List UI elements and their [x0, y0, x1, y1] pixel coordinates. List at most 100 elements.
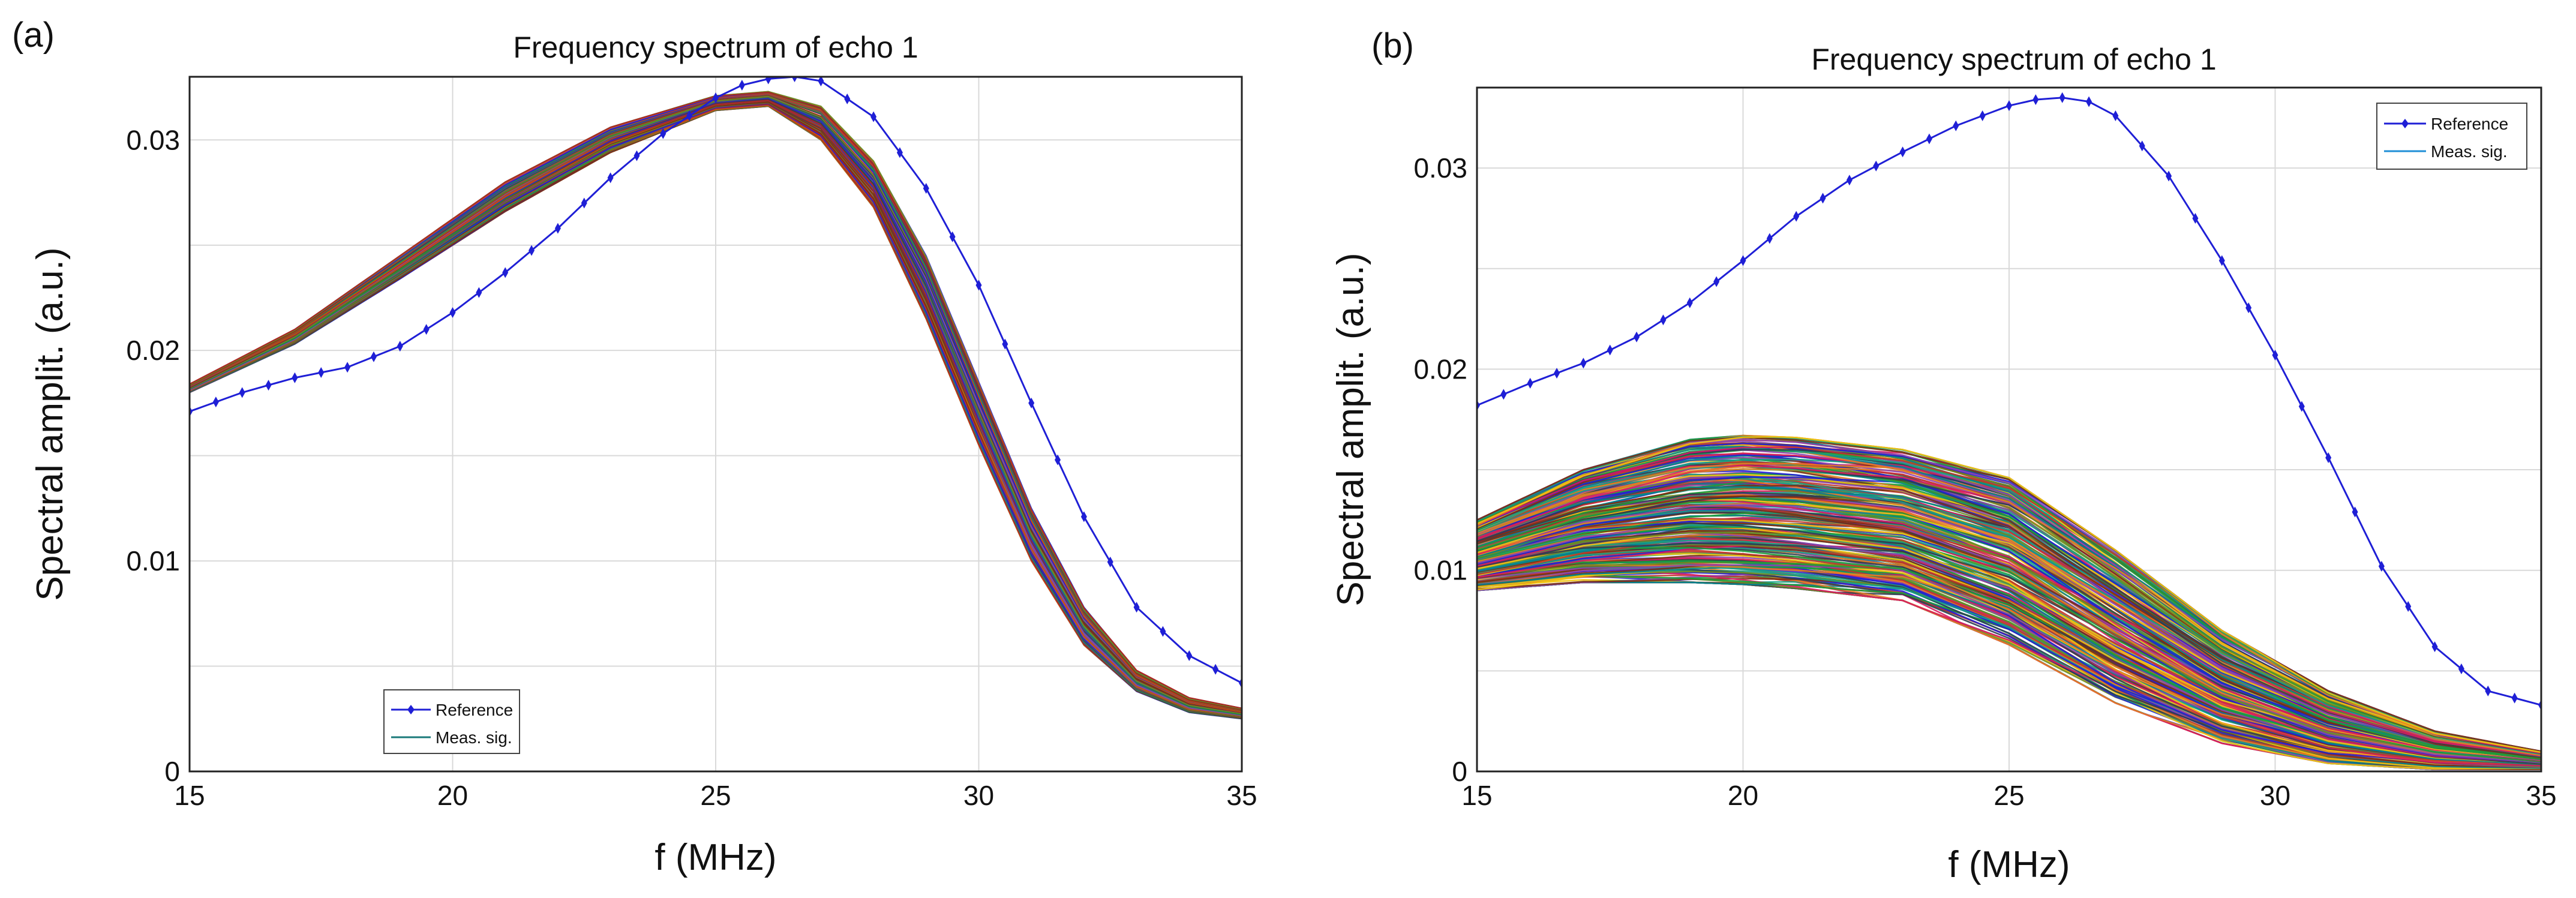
chart-a-reference-marker-33 [1055, 454, 1061, 465]
chart-a-reference-marker-8 [397, 341, 403, 352]
chart-b-x-ticks: 15 20 25 30 35 [1461, 780, 2556, 811]
chart-b-reference-marker-28 [2218, 255, 2225, 266]
chart-a-reference-marker-15 [581, 197, 587, 209]
chart-a-reference-marker-1 [212, 397, 219, 408]
chart-b-reference-marker-2 [1527, 377, 1533, 389]
chart-b-x-tick-30: 30 [2260, 780, 2290, 811]
chart-b-reference-marker-3 [1554, 368, 1560, 379]
chart-a-reference-marker-38 [1186, 650, 1193, 661]
chart-a-reference-marker-22 [765, 77, 771, 85]
chart-a-reference-marker-12 [502, 267, 509, 278]
chart-a-reference-marker-2 [239, 387, 245, 398]
chart-b-reference-marker-27 [2192, 212, 2199, 224]
chart-a-x-tick-25: 25 [700, 780, 731, 811]
chart-a-reference-marker-23 [791, 77, 798, 82]
chart-b-reference-marker-35 [2405, 601, 2412, 612]
chart-a-reference-marker-31 [1002, 338, 1008, 350]
chart-b-measured-line-258 [1477, 436, 2541, 752]
chart-a-reference-marker-21 [738, 80, 745, 91]
chart-a-reference-marker-19 [686, 110, 693, 121]
chart-b-reference-series [1477, 92, 2541, 711]
chart-a-reference-marker-3 [265, 380, 272, 391]
chart-b-reference-marker-11 [1766, 233, 1773, 244]
chart-a-reference-marker-30 [975, 280, 982, 291]
chart-b-reference-marker-30 [2272, 349, 2278, 361]
chart-a-reference-marker-26 [870, 111, 877, 122]
chart-b-reference-marker-5 [1607, 344, 1613, 356]
chart-b-reference-marker-9 [1713, 276, 1720, 287]
chart-a-reference-marker-18 [660, 128, 666, 139]
chart-b-reference-marker-26 [2166, 170, 2172, 182]
chart-a-reference-marker-6 [344, 362, 351, 373]
chart-b-reference-marker-13 [1820, 193, 1826, 204]
chart-b-legend-reference: Reference [2431, 115, 2508, 133]
chart-b-y-tick-1: 0.01 [1413, 555, 1467, 586]
chart-a-reference-marker-28 [923, 182, 929, 194]
chart-a-x-ticks: 15 20 25 30 35 [174, 780, 1257, 811]
chart-b-reference-marker-36 [2431, 641, 2438, 653]
chart-b-legend-reference-marker [2401, 119, 2409, 128]
chart-a-reference-marker-32 [1028, 397, 1035, 409]
chart-b-reference-marker-12 [1793, 211, 1800, 222]
chart-a-y-tick-2: 0.02 [126, 335, 180, 366]
panel-b-label: (b) [1371, 26, 1414, 65]
chart-b-measured-line-259 [1477, 436, 2541, 753]
chart-a-y-tick-0: 0 [164, 756, 180, 787]
chart-a-reference-marker-14 [554, 223, 561, 234]
chart-b-reference-marker-22 [2059, 92, 2065, 103]
chart-b-reference-marker-39 [2511, 692, 2518, 704]
chart-a-reference-marker-36 [1133, 602, 1140, 613]
chart-a-reference-marker-25 [844, 93, 851, 104]
chart-b-reference-marker-23 [2086, 96, 2092, 107]
chart-b-reference-marker-29 [2245, 302, 2252, 314]
chart-a-x-tick-15: 15 [174, 780, 205, 811]
chart-a-x-tick-30: 30 [963, 780, 994, 811]
chart-b-reference-marker-1 [1500, 389, 1507, 400]
chart-b-reference-marker-25 [2139, 140, 2145, 152]
chart-b-frame [1476, 86, 2542, 773]
chart-a-reference-marker-34 [1080, 511, 1087, 522]
chart-b-reference-marker-24 [2112, 110, 2119, 121]
chart-a-reference-marker-29 [949, 231, 956, 242]
chart-b-x-tick-20: 20 [1728, 780, 1758, 811]
chart-b-reference-marker-19 [1979, 110, 1986, 121]
chart-b-reference-marker-31 [2298, 401, 2305, 412]
chart-a-grid [190, 77, 1242, 771]
chart-a-title: Frequency spectrum of echo 1 [513, 31, 918, 64]
chart-panel-b: (b) Frequency spectrum of echo 1 15 20 25 3… [1330, 26, 2557, 885]
chart-a-reference-marker-5 [318, 367, 325, 379]
chart-b-legend: Reference Meas. sig. [2376, 103, 2527, 170]
chart-a-y-ticks: 0 0.01 0.02 0.03 [126, 124, 180, 787]
chart-b-x-label: f (MHz) [1948, 844, 2070, 885]
chart-b-x-tick-25: 25 [1993, 780, 2024, 811]
chart-b-x-tick-35: 35 [2526, 780, 2556, 811]
chart-a-reference-marker-9 [423, 324, 430, 335]
chart-a-reference-marker-39 [1212, 663, 1219, 675]
chart-a-y-tick-3: 0.03 [126, 124, 180, 155]
chart-b-y-tick-3: 0.03 [1413, 152, 1467, 184]
chart-b-y-label: Spectral amplit. (a.u.) [1330, 253, 1371, 606]
chart-b-reference-marker-21 [2032, 94, 2039, 106]
chart-a-legend-box [383, 689, 520, 754]
chart-a-reference-marker-11 [476, 287, 482, 298]
chart-a-legend-reference-marker [407, 705, 415, 714]
chart-a-y-label: Spectral amplit. (a.u.) [29, 247, 71, 600]
chart-a-reference-marker-13 [529, 245, 535, 256]
chart-b-legend-box [2376, 103, 2527, 170]
chart-a-reference-marker-27 [896, 147, 903, 158]
chart-b-reference-marker-20 [2006, 100, 2012, 112]
chart-a-reference-marker-24 [818, 77, 824, 87]
chart-a-x-tick-35: 35 [1226, 780, 1257, 811]
panel-a-label: (a) [12, 16, 55, 55]
chart-b-y-tick-2: 0.02 [1413, 353, 1467, 385]
chart-a-reference-marker-7 [370, 351, 377, 362]
chart-a-reference-marker-4 [292, 372, 298, 383]
chart-b-reference-marker-17 [1926, 133, 1932, 145]
chart-b-reference-marker-8 [1686, 297, 1693, 308]
chart-b-y-ticks: 0 0.01 0.02 0.03 [1413, 152, 1467, 787]
chart-a-legend: Reference Meas. sig. [383, 689, 520, 754]
chart-b-grid [1477, 88, 2541, 771]
chart-b-reference-marker-34 [2378, 561, 2385, 572]
chart-b-reference-marker-37 [2458, 663, 2464, 674]
chart-a-x-tick-20: 20 [437, 780, 468, 811]
